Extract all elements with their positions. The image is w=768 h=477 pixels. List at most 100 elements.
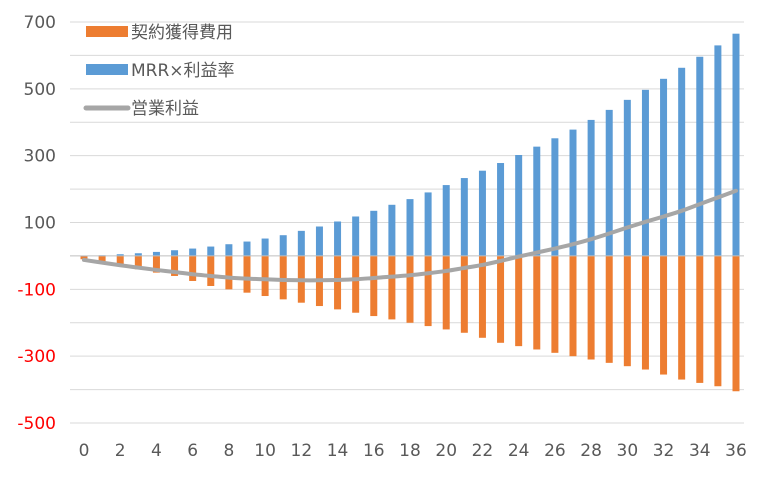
acquisition-cost-bar [261,255,269,297]
x-tick-label: 10 [254,441,276,461]
mrr-profit-bar [696,56,704,256]
mrr-profit-bar [442,185,450,256]
mrr-profit-bar [406,199,414,256]
y-tick-label: 300 [24,147,56,167]
acquisition-cost-bar [569,255,577,357]
mrr-profit-bar [189,248,197,256]
x-tick-label: 0 [79,441,90,461]
mrr-profit-bar [424,192,432,256]
mrr-profit-bar [660,78,668,256]
mrr-profit-bar [678,67,686,256]
mrr-profit-bar [569,129,577,256]
acquisition-cost-bar [696,255,704,383]
acquisition-cost-bar [334,255,342,310]
x-tick-label: 34 [689,441,711,461]
mrr-profit-bar [533,146,541,256]
legend-item-acquisition: 契約獲得費用 [86,23,233,43]
x-tick-label: 26 [544,441,566,461]
x-tick-label: 6 [187,441,198,461]
mrr-profit-bar [641,89,649,256]
x-tick-label: 32 [653,441,675,461]
mrr-profit-bar [497,163,505,256]
acquisition-cost-bar [714,255,722,387]
acquisition-cost-bar [424,255,432,327]
y-axis-tick-labels: 700 500 300 100 -100 -300 -500 [17,13,56,434]
mrr-profit-bar [732,33,740,256]
y-tick-label: -500 [17,414,56,434]
x-tick-label: 2 [115,441,126,461]
y-tick-label: 100 [24,214,56,234]
mrr-profit-bar [352,216,360,256]
acquisition-cost-bar [641,255,649,370]
acquisition-cost-bar [442,255,450,330]
legend-item-mrr: MRR×利益率 [86,61,235,81]
mrr-profit-bar [171,250,179,256]
acquisition-cost-bar [515,255,523,347]
acquisition-cost-bar [370,255,378,317]
mrr-profit-bar [261,238,269,256]
x-tick-label: 14 [327,441,349,461]
acquisition-cost-bar [478,255,486,338]
legend-item-profit: 営業利益 [83,99,199,119]
mrr-profit-bar [334,221,342,256]
mrr-profit-bars [80,33,740,257]
acquisition-cost-bar [98,255,106,263]
legend-label: 営業利益 [131,99,199,119]
mrr-profit-bar [388,204,396,256]
acquisition-cost-bar [225,255,233,290]
acquisition-cost-bars [80,255,740,392]
mrr-profit-bar [207,246,215,256]
mrr-profit-bar [460,178,468,256]
operating-profit-line [82,188,738,283]
mrr-profit-bar [623,99,631,256]
acquisition-cost-bar [243,255,251,293]
acquisition-cost-bar [388,255,396,320]
mrr-profit-bar [152,251,160,256]
acquisition-cost-bar [406,255,414,323]
acquisition-cost-bar [152,255,160,273]
mrr-profit-bar [225,244,233,256]
mrr-profit-bar [370,210,378,256]
y-tick-label: -100 [17,280,56,300]
acquisition-cost-bar [207,255,215,286]
acquisition-cost-bar [80,255,88,260]
acquisition-cost-bar [605,255,613,363]
acquisition-cost-bar [497,255,505,343]
y-tick-label: -300 [17,347,56,367]
mrr-profit-bar [478,170,486,256]
acquisition-cost-bar [460,255,468,333]
mrr-profit-bar [116,254,124,256]
acquisition-cost-bar [660,255,668,375]
mrr-profit-bar [551,138,559,256]
acquisition-cost-bar [678,255,686,380]
x-tick-label: 8 [223,441,234,461]
mrr-profit-bar [315,226,323,256]
x-tick-label: 20 [435,441,457,461]
x-tick-label: 4 [151,441,162,461]
mrr-profit-bar [605,109,613,256]
mrr-profit-bar [515,154,523,256]
acquisition-cost-bar [533,255,541,350]
y-tick-label: 500 [24,80,56,100]
acquisition-cost-bar [587,255,595,360]
acquisition-cost-bar [352,255,360,313]
acquisition-cost-bar [189,255,197,281]
x-tick-label: 18 [399,441,421,461]
mrr-profit-bar [587,119,595,256]
acquisition-cost-bar [551,255,559,353]
x-tick-label: 24 [508,441,530,461]
legend-label: MRR×利益率 [131,61,235,81]
x-tick-label: 12 [291,441,313,461]
x-tick-label: 16 [363,441,385,461]
x-tick-label: 28 [580,441,602,461]
mrr-profit-bar [714,45,722,256]
x-tick-label: 30 [617,441,639,461]
acquisition-cost-bar [134,255,142,270]
legend-swatch [86,64,128,75]
operating-profit-line-path [82,188,738,283]
acquisition-cost-bar [171,255,179,276]
x-axis-tick-labels: 0 2 4 6 8 10 12 14 16 18 20 22 24 26 28 30 32 34 36 [79,441,747,461]
